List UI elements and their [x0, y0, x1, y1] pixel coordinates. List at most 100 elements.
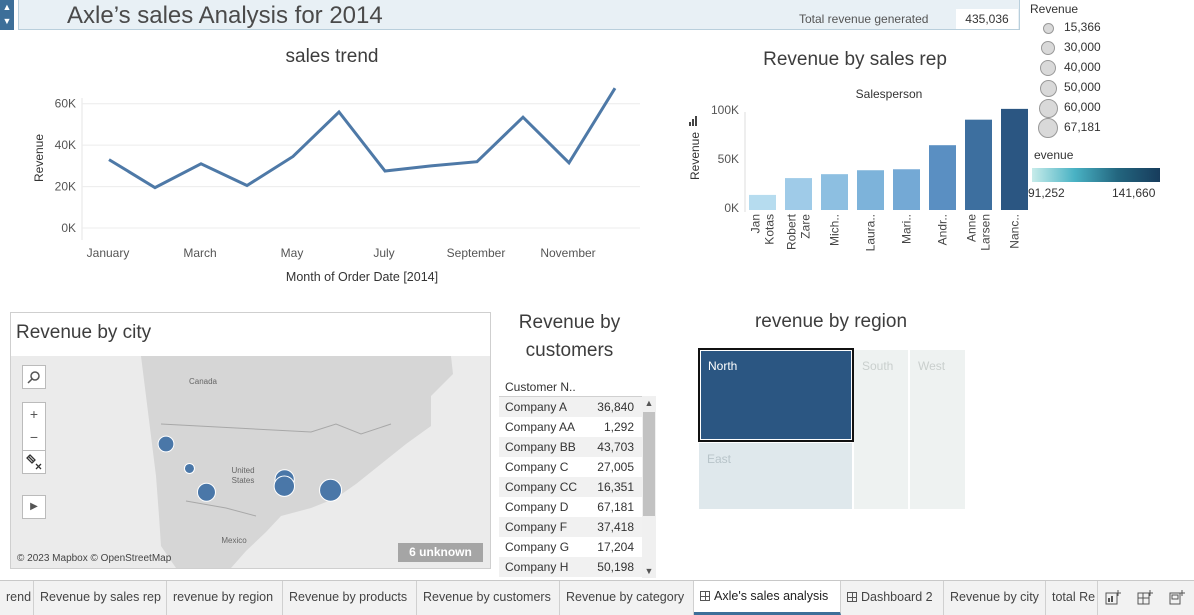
new-worksheet-button[interactable] [1102, 587, 1124, 609]
customer-name: Company H [505, 560, 569, 574]
sort-icon[interactable] [689, 116, 697, 126]
size-legend-label: 67,181 [1064, 120, 1101, 134]
sheet-tab[interactable]: rend [0, 581, 34, 615]
city-marker[interactable] [196, 482, 216, 502]
sheet-tab[interactable]: Dashboard 2 [841, 581, 944, 615]
sales-trend-point[interactable] [106, 157, 112, 163]
sheet-tab[interactable]: total Re [1046, 581, 1098, 615]
city-map[interactable]: Canada United States Mexico + − ▶ © 2 [11, 356, 490, 568]
sheet-tab[interactable]: Revenue by customers [417, 581, 560, 615]
sheet-tab[interactable]: revenue by region [167, 581, 283, 615]
unknown-locations-badge[interactable]: 6 unknown [398, 543, 483, 562]
sales-trend-x-axis-label: Month of Order Date [2014] [286, 270, 438, 284]
search-icon [27, 371, 40, 384]
sheet-tab-label: Axle's sales analysis [714, 589, 829, 603]
color-legend-bar [1032, 168, 1160, 182]
scroll-down-icon[interactable]: ▼ [644, 566, 654, 576]
customer-row[interactable]: Company BB 43,703 [499, 437, 642, 457]
city-marker[interactable] [157, 435, 175, 453]
customer-name: Company G [505, 540, 570, 554]
size-legend-circle [1038, 118, 1058, 138]
scroll-up-icon[interactable]: ▲ [644, 398, 654, 408]
sales-trend-point[interactable] [336, 109, 342, 115]
sales-trend-point[interactable] [566, 160, 572, 166]
sheet-tab[interactable]: Revenue by category [560, 581, 694, 615]
customer-row[interactable]: Company H 50,198 [499, 557, 642, 577]
sales-trend-title: sales trend [285, 46, 379, 67]
sales-trend-x-tick: September [447, 246, 506, 260]
sheet-tab[interactable]: Revenue by city [944, 581, 1046, 615]
sheet-tab-label: total Re [1052, 590, 1096, 604]
sales-trend-point[interactable] [382, 168, 388, 174]
sales-rep-x-label: Andr.. [936, 214, 950, 245]
dashboard-header: Axle’s sales Analysis for 2014 Total rev… [18, 0, 1020, 30]
sales-trend-point[interactable] [520, 114, 526, 120]
sales-rep-bar[interactable] [749, 194, 776, 210]
sheet-tab-label: revenue by region [173, 590, 274, 604]
customer-row[interactable]: Company CC 16,351 [499, 477, 642, 497]
region-west[interactable]: West [910, 350, 965, 509]
map-label-mexico: Mexico [221, 536, 247, 545]
customer-column-header[interactable]: Customer N.. [505, 380, 576, 394]
sheet-tab[interactable]: Revenue by products [283, 581, 417, 615]
new-story-button[interactable] [1166, 587, 1188, 609]
customer-revenue: 67,181 [597, 500, 634, 514]
region-south[interactable]: South [854, 350, 908, 509]
zoom-in-button[interactable]: + [22, 402, 46, 426]
customer-row[interactable]: Company F 37,418 [499, 517, 642, 537]
sales-trend-point[interactable] [474, 159, 480, 165]
sales-rep-x-label: Robert [785, 213, 799, 250]
sales-trend-point[interactable] [244, 183, 250, 189]
new-dashboard-button[interactable] [1134, 587, 1156, 609]
sales-rep-bar[interactable] [821, 174, 848, 210]
sales-trend-x-tick: January [87, 246, 130, 260]
sales-trend-y-tick: 40K [55, 138, 76, 152]
sales-rep-bar[interactable] [857, 170, 884, 210]
map-search-button[interactable] [22, 365, 46, 389]
customer-row[interactable]: Company G 17,204 [499, 537, 642, 557]
sheet-tab[interactable]: Axle's sales analysis [694, 581, 841, 615]
sales-trend-point[interactable] [428, 163, 434, 169]
sales-rep-bar[interactable] [929, 145, 956, 210]
customer-row[interactable]: Company C 27,005 [499, 457, 642, 477]
customer-row[interactable]: Company D 67,181 [499, 497, 642, 517]
size-legend-circle [1042, 22, 1054, 34]
sales-rep-x-label: Zare [799, 214, 813, 239]
map-play-button[interactable]: ▶ [22, 495, 46, 519]
size-legend-circle [1041, 41, 1055, 55]
region-north[interactable]: North [698, 348, 854, 442]
city-marker[interactable] [183, 462, 195, 474]
city-marker[interactable] [319, 478, 343, 502]
sales-rep-x-label: Mich.. [828, 214, 842, 246]
sales-rep-bar[interactable] [785, 178, 812, 210]
customer-table-scrollbar[interactable]: ▲ ▼ [642, 396, 656, 578]
region-west-label: West [918, 359, 946, 373]
sales-trend-point[interactable] [198, 161, 204, 167]
customer-row[interactable]: Company AA 1,292 [499, 417, 642, 437]
customer-row[interactable]: Company A 36,840 [499, 397, 642, 417]
reset-pin-button[interactable] [22, 450, 46, 474]
new-worksheet-icon [1105, 590, 1121, 605]
sales-rep-bar[interactable] [965, 119, 992, 210]
sales-trend-point[interactable] [152, 185, 158, 191]
zoom-out-button[interactable]: − [22, 426, 46, 450]
sales-trend-point[interactable] [612, 85, 618, 91]
sales-trend-chart[interactable]: 0K 20K 40K 60K January March May July September… [0, 40, 640, 290]
sales-rep-chart[interactable]: Salesperson Revenue 0K 50K 100K Jan Kotas Ro… [683, 80, 1028, 255]
city-marker[interactable] [273, 475, 296, 497]
sheet-tab[interactable]: Revenue by sales rep [34, 581, 167, 615]
sales-trend-y-tick: 0K [61, 221, 76, 235]
sales-trend-line[interactable] [108, 87, 617, 190]
sales-rep-bar[interactable] [893, 169, 920, 210]
sales-rep-title: Revenue by sales rep [763, 49, 947, 70]
customers-title-line2: customers [525, 340, 614, 361]
sales-trend-x-tick: November [540, 246, 595, 260]
sales-trend-point[interactable] [290, 154, 296, 160]
sales-rep-bar[interactable] [1001, 108, 1028, 210]
region-north-label: North [708, 359, 738, 373]
region-east[interactable]: East [699, 443, 852, 509]
sales-rep-x-label: Mari.. [900, 214, 914, 244]
scroll-thumb[interactable] [643, 412, 655, 516]
sidebar-toggle-button[interactable]: ▲ ▼ [0, 0, 14, 30]
chevron-up-icon: ▲ [2, 2, 12, 12]
